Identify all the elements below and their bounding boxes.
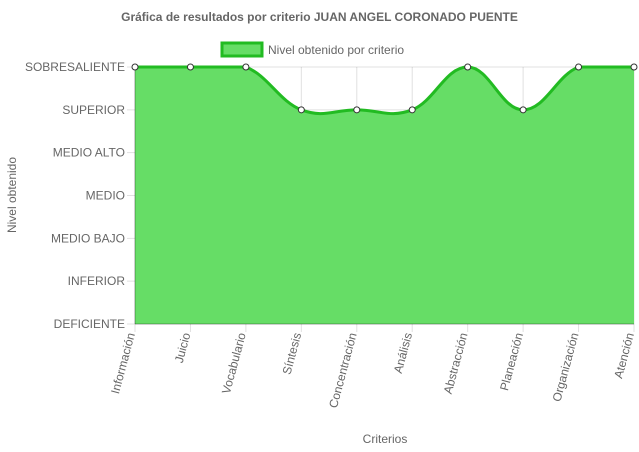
- y-axis-label: Nivel obtenido: [5, 157, 19, 233]
- data-point[interactable]: [131, 63, 139, 71]
- x-tick-label: Información: [108, 331, 138, 395]
- y-tick-labels: DEFICIENTE INFERIOR MEDIO BAJO MEDIO MEDIO A…: [25, 60, 125, 331]
- data-point[interactable]: [186, 63, 194, 71]
- x-tick-label: Juicio: [172, 331, 194, 365]
- legend[interactable]: Nivel obtenido por criterio: [220, 41, 404, 58]
- data-point[interactable]: [242, 63, 250, 71]
- legend-label: Nivel obtenido por criterio: [268, 43, 404, 57]
- data-points: [131, 63, 638, 114]
- data-point[interactable]: [575, 63, 583, 71]
- legend-swatch: [220, 41, 264, 58]
- data-point[interactable]: [464, 63, 472, 71]
- y-tick-label: SUPERIOR: [62, 103, 125, 117]
- x-tick-label: Abstracción: [441, 331, 471, 395]
- data-point[interactable]: [630, 63, 638, 71]
- x-axis-label: Criterios: [363, 432, 408, 446]
- data-point[interactable]: [353, 106, 361, 114]
- series-fill: [135, 67, 634, 324]
- axes: [134, 67, 634, 325]
- y-tick-label: INFERIOR: [68, 274, 126, 288]
- y-tick-label: SOBRESALIENTE: [25, 60, 125, 74]
- y-tick-label: DEFICIENTE: [54, 317, 125, 331]
- x-tick-label: Planeación: [497, 331, 526, 392]
- series-line: [135, 65, 634, 116]
- data-point[interactable]: [408, 106, 416, 114]
- series-area: [135, 65, 634, 324]
- y-tick-label: MEDIO: [86, 189, 125, 203]
- data-point[interactable]: [519, 106, 527, 114]
- x-tick-label: Análisis: [391, 331, 415, 375]
- x-tick-labels: Información Juicio Vocabulario Síntesis Conc…: [108, 331, 637, 410]
- x-tick-label: Atención: [611, 331, 637, 380]
- chart-title: Gráfica de resultados por criterio JUAN …: [121, 10, 518, 24]
- x-tick-label: Organización: [550, 331, 582, 403]
- y-tick-label: MEDIO BAJO: [51, 231, 125, 245]
- data-point[interactable]: [297, 106, 305, 114]
- y-tick-label: MEDIO ALTO: [53, 146, 125, 160]
- x-tick-label: Síntesis: [280, 331, 305, 376]
- x-tick-label: Vocabulario: [219, 331, 249, 396]
- x-tick-label: Concentración: [326, 331, 360, 409]
